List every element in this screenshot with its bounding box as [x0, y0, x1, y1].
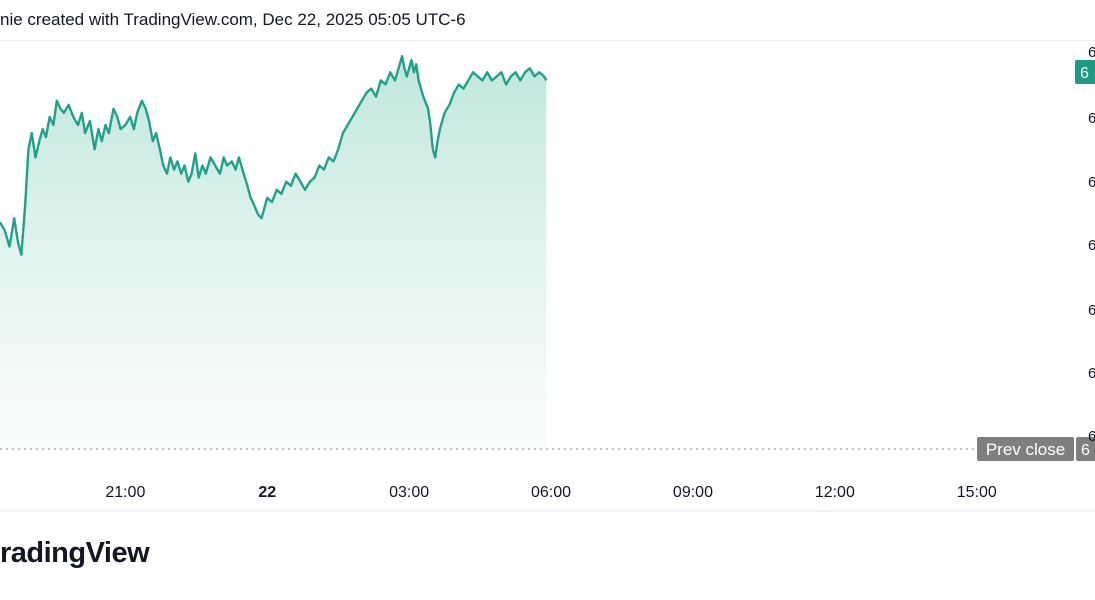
price-axis-label: 6 [1088, 302, 1095, 319]
price-series-line[interactable] [0, 55, 548, 256]
prev-close-value: 6 [1081, 442, 1090, 459]
time-axis-label: 15:00 [957, 484, 997, 501]
price-area-fill [0, 56, 547, 449]
price-axis-label: 6 [1088, 174, 1095, 191]
footer-divider [0, 511, 1095, 512]
prev-close-label: Prev close [986, 440, 1065, 459]
price-axis-label: 6 [1088, 428, 1095, 445]
price-axis-label: 6 [1088, 44, 1095, 61]
time-axis-label: 21:00 [105, 484, 145, 501]
time-axis-label: 06:00 [531, 484, 571, 501]
time-axis-label: 22 [258, 484, 276, 501]
time-axis-label: 12:00 [815, 484, 855, 501]
price-axis-label: 6 [1088, 365, 1095, 382]
last-price-badge [1075, 60, 1095, 84]
tradingview-logo[interactable]: radingView [0, 537, 150, 569]
price-axis-label: 6 [1088, 110, 1095, 127]
prev-close-value-badge [1076, 437, 1095, 461]
chart-header: nie created with TradingView.com, Dec 22… [0, 0, 1095, 41]
price-axis-label: 6 [1088, 237, 1095, 254]
chart-caption: nie created with TradingView.com, Dec 22… [0, 10, 466, 29]
prev-close-badge [977, 437, 1074, 461]
last-price-value: 6 [1080, 65, 1089, 82]
time-axis-label: 09:00 [673, 484, 713, 501]
time-axis-label: 03:00 [389, 484, 429, 501]
